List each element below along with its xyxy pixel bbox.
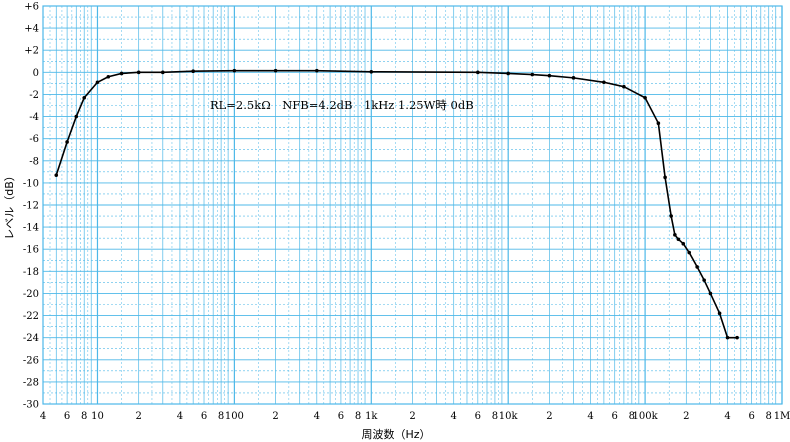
- x-tick-label: 8: [81, 411, 87, 422]
- data-point: [695, 265, 699, 269]
- data-point: [476, 70, 480, 75]
- data-point: [119, 71, 124, 76]
- data-point: [725, 335, 730, 340]
- data-point: [602, 80, 606, 85]
- data-point: [656, 121, 661, 125]
- data-point: [106, 74, 111, 79]
- y-tick-label: -10: [23, 178, 39, 189]
- x-tick-label: 1M: [774, 411, 790, 422]
- chart-annotation: RL=2.5kΩ NFB=4.2dB 1kHz 1.25W時 0dB: [210, 98, 474, 112]
- data-point: [622, 84, 626, 89]
- x-tick-label: 8: [218, 411, 224, 422]
- x-tick-label: 10: [91, 411, 104, 422]
- data-point: [735, 335, 739, 340]
- x-tick-label: 6: [201, 411, 207, 422]
- data-point: [369, 69, 374, 74]
- x-tick-label: 4: [587, 411, 593, 422]
- x-tick-label: 2: [546, 411, 552, 422]
- x-tick-label: 100k: [633, 411, 659, 422]
- y-tick-label: +6: [24, 2, 39, 13]
- data-point: [54, 173, 59, 177]
- data-point: [74, 114, 79, 119]
- data-point: [643, 95, 647, 100]
- data-point: [65, 140, 69, 144]
- data-point: [708, 291, 713, 296]
- data-point: [530, 72, 535, 77]
- y-axis-label: レベル（dB）: [3, 170, 16, 240]
- data-point: [547, 73, 552, 78]
- x-tick-label: 4: [451, 411, 457, 422]
- y-tick-label: -14: [23, 223, 39, 234]
- y-tick-label: -26: [23, 355, 39, 366]
- data-point: [506, 71, 510, 76]
- y-tick-label: -22: [23, 311, 39, 322]
- y-tick-label: -12: [23, 201, 39, 212]
- data-point: [669, 214, 673, 218]
- x-tick-label: 8: [629, 411, 635, 422]
- y-tick-label: -24: [23, 333, 39, 344]
- data-point: [717, 311, 722, 316]
- data-point: [82, 95, 87, 100]
- y-tick-label: -18: [23, 267, 39, 278]
- y-tick-label: -8: [29, 156, 39, 167]
- data-point: [191, 69, 195, 74]
- y-tick-label: -2: [29, 90, 39, 101]
- x-tick-label: 2: [409, 411, 415, 422]
- y-tick-label: -4: [29, 112, 39, 123]
- x-tick-label: 1k: [365, 411, 378, 422]
- data-point: [95, 80, 100, 85]
- x-tick-label: 4: [177, 411, 183, 422]
- y-tick-label: +2: [24, 46, 39, 57]
- data-point: [160, 70, 165, 75]
- data-point: [702, 278, 706, 282]
- data-point: [663, 175, 667, 180]
- data-point: [676, 237, 681, 242]
- x-tick-label: 2: [136, 411, 142, 422]
- plot-border: [42, 5, 783, 405]
- x-tick-label: 6: [338, 411, 344, 422]
- x-tick-label: 4: [314, 411, 320, 422]
- series-group: [54, 68, 739, 340]
- x-tick-label: 8: [355, 411, 361, 422]
- x-tick-label: 4: [724, 411, 730, 422]
- x-tick-label: 2: [683, 411, 689, 422]
- data-point: [571, 76, 576, 80]
- y-tick-label: -28: [23, 377, 39, 388]
- x-tick-label: 6: [612, 411, 618, 422]
- data-point: [232, 68, 237, 73]
- grid: [42, 5, 783, 405]
- data-point: [681, 241, 686, 246]
- x-tick-label: 100: [225, 411, 244, 422]
- x-tick-label: 10k: [499, 411, 519, 422]
- y-tick-label: -16: [23, 245, 39, 256]
- data-point: [273, 68, 278, 73]
- y-tick-label: 0: [33, 68, 39, 79]
- y-tick-labels: +6 +4 +2 0 -2 -4 -6 -8 -10 -12 -14 -16 -18 -20 -22 -24 -…: [23, 2, 39, 411]
- x-tick-label: 6: [748, 411, 754, 422]
- x-tick-label: 6: [64, 411, 70, 422]
- x-axis-label: 周波数（Hz）: [361, 428, 430, 441]
- data-point: [687, 250, 692, 255]
- data-point: [136, 70, 141, 75]
- x-tick-label: 2: [272, 411, 278, 422]
- x-tick-label: 6: [475, 411, 481, 422]
- x-tick-label: 8: [766, 411, 772, 422]
- data-point: [673, 233, 677, 237]
- data-point: [315, 68, 319, 73]
- y-tick-label: +4: [24, 24, 39, 35]
- x-tick-label: 8: [492, 411, 498, 422]
- x-tick-label: 4: [40, 411, 46, 422]
- y-tick-label: -20: [23, 289, 39, 300]
- y-tick-label: -30: [23, 400, 39, 411]
- y-tick-label: -6: [29, 134, 39, 145]
